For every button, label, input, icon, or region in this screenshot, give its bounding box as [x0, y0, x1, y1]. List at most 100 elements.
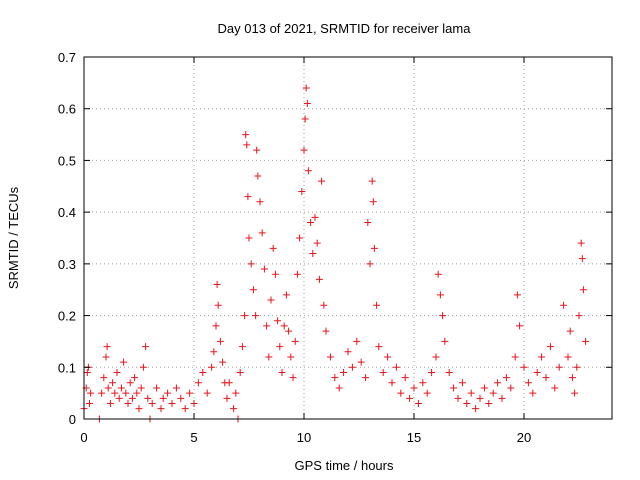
- data-point: [232, 389, 240, 397]
- data-point: [348, 363, 356, 371]
- data-point: [555, 363, 563, 371]
- data-point: [208, 363, 216, 371]
- data-point: [291, 337, 299, 345]
- data-point: [375, 343, 383, 351]
- data-point: [157, 405, 165, 413]
- data-point: [103, 343, 111, 351]
- data-point: [267, 296, 275, 304]
- data-point: [369, 198, 377, 206]
- data-point: [579, 286, 587, 294]
- data-point: [300, 146, 308, 154]
- data-point: [335, 384, 343, 392]
- data-point: [117, 384, 125, 392]
- data-point: [137, 384, 145, 392]
- data-point: [568, 374, 576, 382]
- data-point: [410, 384, 418, 392]
- data-point: [260, 265, 268, 273]
- data-point: [120, 358, 128, 366]
- data-point: [181, 405, 189, 413]
- data-point: [230, 405, 238, 413]
- data-point: [87, 389, 95, 397]
- data-point: [258, 229, 266, 237]
- data-point: [285, 327, 293, 335]
- data-point: [577, 239, 585, 247]
- data-point: [131, 374, 139, 382]
- data-point: [214, 301, 222, 309]
- data-point: [265, 353, 273, 361]
- data-point: [489, 389, 497, 397]
- x-axis-label: GPS time / hours: [295, 458, 394, 473]
- y-tick-label: 0.3: [58, 257, 76, 272]
- x-tick-label: 5: [190, 430, 197, 445]
- axis-ticks: 0 5 10 15 20 0 0.1 0.2 0.3 0.4 0.5 0.6 0.7: [58, 50, 612, 445]
- data-point: [164, 389, 172, 397]
- data-point: [472, 405, 480, 413]
- data-point: [304, 167, 312, 175]
- x-tick-label: 10: [297, 430, 311, 445]
- data-point: [357, 358, 365, 366]
- data-point: [128, 394, 136, 402]
- data-point: [309, 250, 317, 258]
- data-point: [243, 141, 251, 149]
- data-point: [280, 322, 288, 330]
- data-point: [302, 84, 310, 92]
- data-point: [423, 389, 431, 397]
- data-point: [210, 348, 218, 356]
- data-point: [253, 146, 261, 154]
- data-point: [551, 384, 559, 392]
- data-point: [564, 353, 572, 361]
- data-point: [242, 131, 250, 139]
- data-point: [575, 312, 583, 320]
- data-point: [331, 374, 339, 382]
- data-point: [148, 399, 156, 407]
- data-point: [529, 389, 537, 397]
- y-tick-label: 0.7: [58, 50, 76, 65]
- data-point: [241, 312, 249, 320]
- data-point: [100, 374, 108, 382]
- data-point: [194, 379, 202, 387]
- data-point: [236, 368, 244, 376]
- data-point: [344, 348, 352, 356]
- data-point: [303, 100, 311, 108]
- data-point: [368, 177, 376, 185]
- y-tick-label: 0: [69, 412, 76, 427]
- data-point: [269, 244, 277, 252]
- data-point: [494, 379, 502, 387]
- x-tick-label: 15: [407, 430, 421, 445]
- data-point: [126, 379, 134, 387]
- data-point: [263, 322, 271, 330]
- data-point: [362, 374, 370, 382]
- data-points: [80, 84, 590, 423]
- data-point: [86, 399, 93, 407]
- data-point: [573, 363, 581, 371]
- data-point: [106, 399, 114, 407]
- data-point: [287, 353, 295, 361]
- data-point: [274, 317, 282, 325]
- data-point: [441, 337, 449, 345]
- data-point: [434, 270, 442, 278]
- data-point: [578, 255, 586, 263]
- data-point: [159, 394, 167, 402]
- y-axis-label: SRMTID / TECUs: [6, 186, 21, 289]
- data-point: [276, 343, 284, 351]
- data-point: [223, 394, 231, 402]
- data-point: [392, 363, 400, 371]
- data-point: [244, 193, 252, 201]
- chart-title: Day 013 of 2021, SRMTID for receiver lam…: [218, 21, 472, 36]
- data-point: [315, 275, 323, 283]
- data-point: [582, 337, 590, 345]
- data-point: [513, 291, 521, 299]
- data-point: [366, 260, 374, 268]
- data-point: [289, 374, 297, 382]
- data-point: [113, 368, 121, 376]
- data-point: [115, 394, 123, 402]
- data-point: [256, 198, 264, 206]
- data-point: [109, 379, 117, 387]
- data-point: [419, 379, 427, 387]
- data-point: [379, 368, 387, 376]
- plot-frame: [83, 56, 613, 420]
- data-point: [445, 368, 453, 376]
- data-point: [245, 234, 253, 242]
- data-point: [212, 322, 220, 330]
- y-tick-label: 0.6: [58, 102, 76, 117]
